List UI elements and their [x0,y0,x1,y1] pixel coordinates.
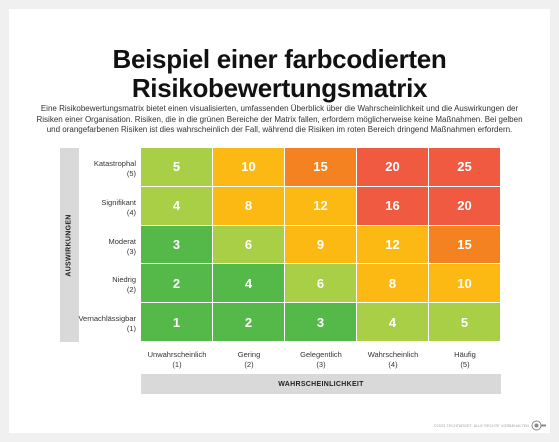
column-label-level: (5) [460,360,470,369]
column-label: Gelegentlich (3) [285,350,357,370]
row-label: Niedrig (2) [112,275,136,295]
row-labels: Katastrophal (5) Signifikant (4) Moderat (3) N… [78,148,141,342]
risk-cell: 3 [141,225,213,265]
risk-cell: 8 [213,186,285,226]
column-label-level: (2) [244,360,254,369]
risk-cell: 25 [429,148,501,187]
y-axis-band [60,148,79,342]
risk-cell: 12 [285,186,357,226]
risk-matrix: 5 10 15 20 25 4 8 12 16 20 3 6 9 12 15 2 4 6 8 10 1 2 3 4 5 [141,148,501,342]
column-labels: Unwahrscheinlich (1) Gering (2) Gelegentlich… [141,342,501,374]
y-axis-label-text: AUSWIRKUNGEN [66,213,74,277]
risk-cell: 2 [213,303,285,342]
risk-cell: 3 [285,303,357,342]
risk-cell: 4 [357,303,429,342]
row-label-level: (1) [126,324,136,334]
techtarget-logo [531,420,546,431]
row-label-level: (3) [126,246,136,256]
row-label-name: Vernachlässigbar [78,314,136,324]
risk-cell: 2 [141,264,213,304]
risk-cell: 4 [213,264,285,304]
column-label-name: Wahrscheinlich [367,350,419,359]
column-label-level: (3) [316,360,326,369]
copyright-footer: ©2023 TECHTARGET. ALLE RECHTE VORBEHALTE… [434,424,529,428]
risk-cell: 6 [213,225,285,265]
column-label: Wahrscheinlich (4) [357,350,429,370]
risk-cell: 20 [429,186,501,226]
column-label-name: Häufig [454,350,476,359]
risk-cell: 10 [429,264,501,304]
page-title: Beispiel einer farbcodierten Risikobewer… [0,45,559,103]
x-axis-label: WAHRSCHEINLICHKEIT [141,374,501,394]
risk-cell: 9 [285,225,357,265]
y-axis-label: AUSWIRKUNGEN [60,148,79,342]
risk-cell: 12 [357,225,429,265]
risk-cell: 1 [141,303,213,342]
column-label-level: (1) [172,360,182,369]
risk-cell: 16 [357,186,429,226]
row-label-level: (5) [126,169,136,178]
row-label-level: (4) [126,207,136,217]
row-label-name: Signifikant [101,197,136,207]
row-label: Katastrophal (5) [94,159,136,179]
risk-cell: 4 [141,186,213,226]
risk-cell: 10 [213,148,285,187]
row-label-name: Moderat [108,236,136,246]
column-label-name: Gelegentlich [300,350,342,359]
column-label: Häufig (5) [429,350,501,370]
risk-cell: 8 [357,264,429,304]
risk-cell: 5 [141,148,213,187]
x-axis-label-text: WAHRSCHEINLICHKEIT [278,380,364,388]
risk-cell: 15 [285,148,357,187]
column-label-level: (4) [388,360,398,369]
risk-cell: 5 [429,303,501,342]
risk-cell: 6 [285,264,357,304]
column-label: Unwahrscheinlich (1) [141,350,213,370]
risk-cell: 15 [429,225,501,265]
column-label-name: Unwahrscheinlich [147,350,207,359]
row-label-name: Niedrig [112,275,136,285]
row-label-name: Katastrophal [93,159,136,168]
row-label: Moderat (3) [108,237,136,257]
description: Eine Risikobewertungsmatrix bietet einen… [36,104,523,135]
risk-cell: 20 [357,148,429,187]
column-label-name: Gering [237,350,261,359]
column-label: Gering (2) [213,350,285,370]
title-line-2: Risikobewertungsmatrix [131,73,428,103]
title-line-1: Beispiel einer farbcodierten [112,44,447,74]
row-label-level: (2) [126,285,136,295]
row-label: Vernachlässigbar (1) [78,314,136,334]
row-label: Signifikant (4) [101,198,136,218]
